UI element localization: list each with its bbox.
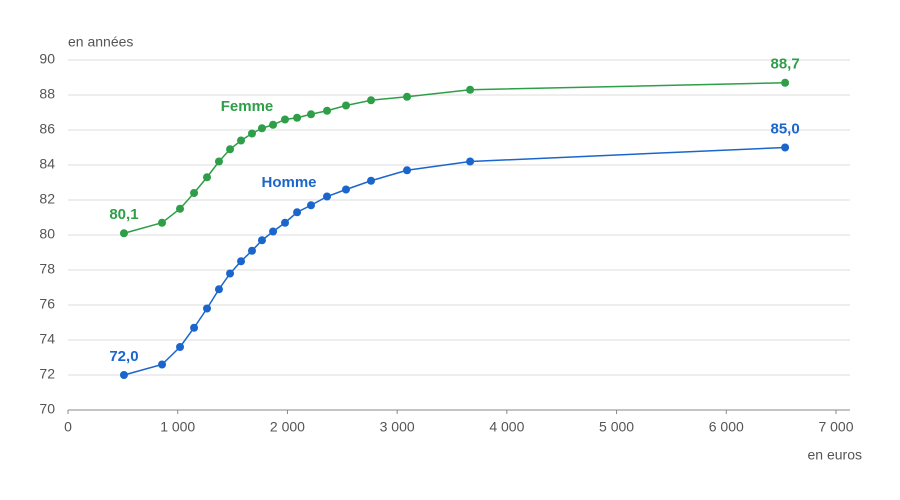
value-label: 88,7 (770, 56, 799, 73)
y-tick-label: 86 (39, 121, 55, 137)
y-tick-label: 84 (39, 156, 55, 172)
data-point (466, 85, 475, 94)
data-point (176, 204, 185, 213)
x-tick-label: 6 000 (709, 419, 744, 435)
series-name: Homme (261, 174, 316, 191)
data-point (342, 185, 351, 194)
data-point (247, 129, 256, 138)
x-tick-label: 4 000 (489, 419, 524, 435)
data-point (307, 110, 316, 119)
x-tick-label: 2 000 (270, 419, 305, 435)
x-tick-label: 1 000 (160, 419, 195, 435)
data-point (293, 208, 302, 217)
y-tick-label: 76 (39, 296, 55, 312)
data-point (257, 124, 266, 133)
x-tick-label: 5 000 (599, 419, 634, 435)
data-point (119, 371, 128, 379)
data-point (237, 136, 246, 145)
data-point (781, 143, 790, 152)
y-tick-label: 74 (39, 331, 55, 347)
data-point (466, 157, 475, 166)
x-tick-label: 3 000 (380, 419, 415, 435)
data-point (158, 218, 167, 227)
data-point (367, 96, 376, 105)
y-axis-label: en années (68, 34, 133, 50)
y-tick-label: 88 (39, 86, 55, 102)
x-tick-label: 0 (64, 419, 72, 435)
data-point (323, 106, 332, 115)
y-tick-label: 82 (39, 191, 55, 207)
data-point (214, 157, 223, 166)
data-point (269, 120, 278, 129)
value-label: 80,1 (109, 206, 138, 223)
data-point (176, 343, 185, 351)
value-label: 72,0 (109, 348, 138, 365)
data-point (203, 173, 212, 182)
data-point (403, 92, 412, 101)
y-tick-label: 78 (39, 261, 55, 277)
x-tick-label: 7 000 (818, 419, 853, 435)
data-point (190, 189, 199, 197)
series-line (123, 146, 786, 376)
data-point (307, 201, 316, 210)
data-point (226, 269, 235, 278)
data-point (342, 101, 351, 110)
data-point (257, 236, 266, 245)
data-point (323, 192, 332, 201)
data-point (203, 304, 212, 313)
data-point (269, 227, 278, 236)
value-label: 85,0 (770, 120, 799, 137)
data-point (158, 360, 167, 369)
data-point (214, 285, 223, 294)
series-name: Femme (221, 98, 274, 115)
data-point (190, 323, 199, 332)
data-point (293, 113, 302, 122)
data-point (281, 218, 290, 227)
y-tick-label: 70 (39, 401, 55, 417)
data-point (367, 176, 376, 185)
data-point (226, 145, 235, 154)
data-point (237, 257, 246, 266)
data-point (781, 78, 790, 87)
y-tick-label: 80 (39, 226, 55, 242)
y-tick-label: 90 (39, 51, 55, 67)
x-axis-label: en euros (808, 447, 862, 463)
data-point (119, 229, 128, 238)
y-tick-label: 72 (39, 366, 55, 382)
data-point (247, 246, 256, 255)
data-point (403, 166, 412, 175)
data-point (281, 115, 290, 124)
